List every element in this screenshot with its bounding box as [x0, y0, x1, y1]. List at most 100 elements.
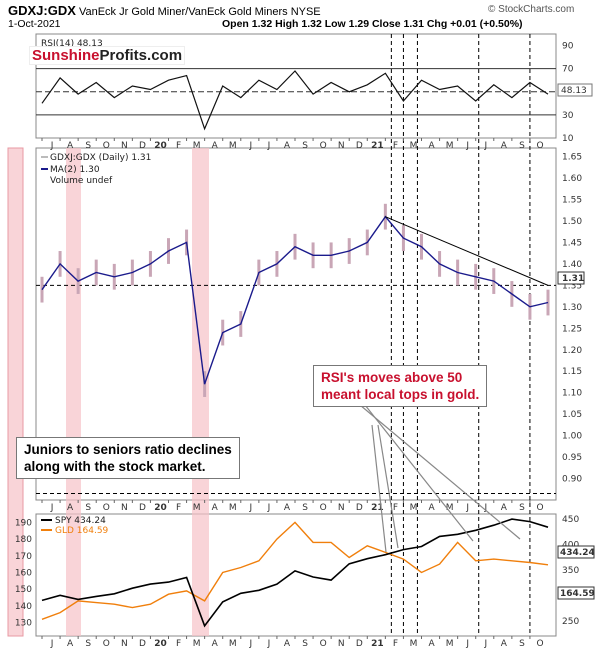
x-tick-label: M — [229, 639, 237, 649]
x-tick-label: S — [519, 639, 525, 649]
x-tick-label: J — [465, 503, 469, 513]
ratio-y-tick: 1.30 — [562, 303, 582, 313]
x-tick-label: A — [284, 141, 291, 151]
x-tick-label: M — [446, 503, 454, 513]
x-tick-label: A — [428, 639, 435, 649]
ratio-legend-2: MA(2) 1.30 — [50, 165, 100, 175]
x-tick-label: N — [121, 503, 128, 513]
spy-y-tick: 250 — [562, 617, 579, 627]
rsi-y-tick: 10 — [562, 134, 574, 144]
x-tick-label: J — [483, 639, 487, 649]
x-tick-label: A — [67, 503, 74, 513]
x-tick-label: D — [356, 503, 363, 513]
ratio-y-tick: 1.10 — [562, 389, 582, 399]
x-tick-label: F — [393, 503, 398, 513]
ratio-y-tick: 1.20 — [562, 346, 582, 356]
description: VanEck Jr Gold Miner/VanEck Gold Miners … — [78, 6, 321, 18]
x-tick-label: M — [193, 141, 201, 151]
rsi-callout: RSI's moves above 50 meant local tops in… — [313, 365, 488, 407]
x-tick-label: 20 — [154, 141, 167, 151]
x-tick-label: J — [465, 141, 469, 151]
x-tick-label: S — [302, 141, 308, 151]
ratio-y-tick: 1.65 — [562, 153, 582, 163]
x-tick-label: J — [483, 141, 487, 151]
x-tick-label: O — [536, 141, 543, 151]
ratio-y-tick: 1.55 — [562, 196, 582, 206]
spy-gld-panel — [35, 513, 557, 637]
x-tick-label: O — [320, 503, 327, 513]
x-tick-label: O — [320, 639, 327, 649]
ratio-y-tick: 0.90 — [562, 475, 582, 485]
spy-legend: SPY 434.24 — [55, 516, 106, 526]
x-tick-label: J — [50, 141, 54, 151]
logo-part2: Profits.com — [99, 47, 183, 64]
x-tick-label: M — [193, 503, 201, 513]
x-tick-label: M — [229, 141, 237, 151]
ratio-y-tick: 1.35 — [562, 281, 582, 291]
juniors-callout: Juniors to seniors ratio declines along … — [16, 437, 240, 479]
x-tick-label: A — [67, 639, 74, 649]
x-tick-label: 20 — [154, 639, 167, 649]
x-tick-label: J — [249, 503, 253, 513]
x-tick-label: J — [267, 503, 271, 513]
rsi-y-tick: 30 — [562, 111, 574, 121]
x-tick-label: M — [446, 141, 454, 151]
gld-last-value: 164.59 — [560, 589, 595, 599]
highlight-zone-0 — [8, 148, 23, 636]
x-tick-label: O — [536, 639, 543, 649]
x-tick-label: S — [85, 503, 91, 513]
ratio-y-tick: 1.40 — [562, 260, 582, 270]
x-tick-label: M — [193, 639, 201, 649]
x-tick-label: A — [212, 141, 219, 151]
gld-y-tick: 130 — [15, 619, 32, 629]
x-tick-label: M — [446, 639, 454, 649]
ratio-y-tick: 1.00 — [562, 432, 582, 442]
ratio-legend-1: GDXJ:GDX (Daily) 1.31 — [50, 153, 151, 163]
x-tick-label: M — [410, 141, 418, 151]
x-tick-label: S — [302, 503, 308, 513]
x-tick-label: M — [410, 503, 418, 513]
x-tick-label: F — [176, 639, 181, 649]
x-tick-label: A — [67, 141, 74, 151]
gld-y-tick: 190 — [15, 518, 32, 528]
sunshine-profits-logo: SunshineProfits.com — [29, 46, 186, 65]
x-tick-label: J — [50, 503, 54, 513]
x-tick-label: J — [465, 639, 469, 649]
x-tick-label: 21 — [371, 503, 384, 513]
x-tick-label: A — [428, 503, 435, 513]
callout-arrow-2 — [364, 404, 474, 542]
x-tick-label: O — [536, 503, 543, 513]
spy-line — [41, 518, 549, 628]
rsi-y-tick: 90 — [562, 42, 574, 52]
x-tick-label: F — [176, 503, 181, 513]
spy-y-tick: 450 — [562, 515, 579, 525]
gld-y-tick: 180 — [15, 535, 32, 545]
gld-y-tick: 150 — [15, 585, 32, 595]
x-tick-label: A — [501, 639, 508, 649]
ratio-y-tick: 1.15 — [562, 367, 582, 377]
gld-last-value-tag: 164.59 — [557, 586, 595, 600]
x-tick-label: N — [338, 141, 345, 151]
ratio-y-tick: 1.45 — [562, 238, 582, 248]
x-tick-label: M — [229, 503, 237, 513]
x-tick-label: D — [139, 503, 146, 513]
gld-y-tick: 140 — [15, 602, 32, 612]
spy-last-value: 434.24 — [560, 548, 595, 558]
x-tick-label: S — [85, 141, 91, 151]
spy-y-tick: 350 — [562, 566, 579, 576]
x-tick-label: A — [212, 639, 219, 649]
x-tick-label: S — [519, 141, 525, 151]
x-tick-label: N — [338, 503, 345, 513]
rsi-line — [41, 70, 549, 131]
x-tick-label: A — [284, 639, 291, 649]
ratio-y-tick: 1.05 — [562, 410, 582, 420]
gld-line — [41, 521, 549, 620]
x-tick-label: J — [50, 639, 54, 649]
x-tick-label: A — [428, 141, 435, 151]
ratio-last-value-tag: 1.31 — [557, 271, 585, 285]
logo-part1: Sunshine — [32, 47, 100, 64]
x-tick-label: D — [139, 639, 146, 649]
gld-legend: GLD 164.59 — [55, 526, 109, 536]
symbol: GDXJ:GDX — [8, 3, 76, 18]
x-tick-label: J — [249, 639, 253, 649]
